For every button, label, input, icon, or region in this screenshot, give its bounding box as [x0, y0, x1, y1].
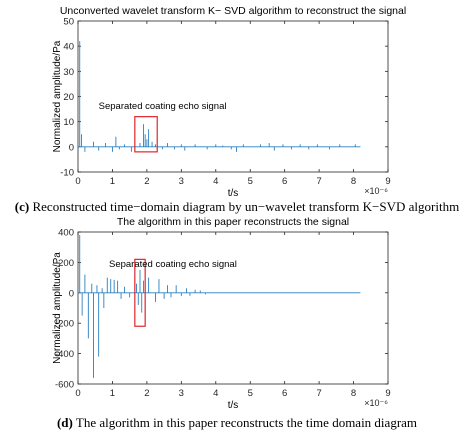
x-tick-label: 8 — [351, 388, 356, 399]
plot-area — [77, 20, 389, 173]
y-axis-label: Normalized amplitude/Pa — [52, 40, 63, 152]
y-tick-label: -10 — [60, 168, 74, 179]
y-tick-label: 400 — [58, 228, 74, 239]
x-tick-label: 4 — [213, 388, 218, 399]
x-axis-label: t/s — [228, 188, 239, 199]
x-tick-label: 1 — [110, 176, 115, 187]
y-tick-label: 0 — [69, 142, 74, 153]
x-axis-label: t/s — [228, 400, 239, 411]
x-tick-label: 5 — [248, 388, 253, 399]
y-tick-label: 0 — [69, 288, 74, 299]
y-axis-label: Normalized amplitude/Pa — [52, 252, 63, 364]
y-tick-label: 50 — [63, 17, 74, 28]
x-tick-label: 5 — [248, 176, 253, 187]
x-tick-label: 0 — [75, 388, 80, 399]
y-tick-label: -200 — [55, 319, 74, 330]
x-tick-label: 3 — [179, 176, 184, 187]
annotation-box — [134, 116, 158, 153]
caption-c-label: (c) — [14, 199, 30, 214]
y-tick-label: -600 — [55, 380, 74, 391]
x-tick-label: 3 — [179, 388, 184, 399]
y-tick-label: 30 — [63, 67, 74, 78]
annotation-label: Separated coating echo signal — [109, 259, 237, 270]
x-tick-label: 6 — [282, 388, 287, 399]
y-tick-label: -400 — [55, 349, 74, 360]
annotation-box — [134, 258, 146, 327]
chart-title: Unconverted wavelet transform K− SVD alg… — [60, 5, 406, 17]
x-tick-label: 2 — [144, 176, 149, 187]
caption-c-text: Reconstructed time−domain diagram by un−… — [32, 199, 460, 214]
x-tick-label: 1 — [110, 388, 115, 399]
x-tick-label: 7 — [316, 388, 321, 399]
x-tick-label: 6 — [282, 176, 287, 187]
y-tick-label: 200 — [58, 258, 74, 269]
x-tick-label: 2 — [144, 388, 149, 399]
x-multiplier: ×10⁻⁶ — [364, 398, 388, 408]
chart-d: The algorithm in this paper reconstructs… — [52, 216, 391, 411]
x-tick-label: 0 — [75, 176, 80, 187]
y-tick-label: 10 — [63, 117, 74, 128]
plot-area — [77, 231, 389, 385]
caption-d: (d) The algorithm in this paper reconstr… — [0, 415, 474, 431]
y-tick-label: 40 — [63, 42, 74, 53]
x-multiplier: ×10⁻⁶ — [364, 186, 388, 196]
chart-c: Unconverted wavelet transform K− SVD alg… — [52, 5, 406, 199]
caption-d-label: (d) — [56, 415, 73, 430]
annotation-label: Separated coating echo signal — [99, 101, 227, 112]
y-tick-label: 20 — [63, 92, 74, 103]
x-tick-label: 7 — [316, 176, 321, 187]
x-tick-label: 4 — [213, 176, 218, 187]
caption-d-text: The algorithm in this paper reconstructs… — [75, 415, 418, 430]
caption-c: (c) Reconstructed time−domain diagram by… — [0, 199, 474, 215]
x-tick-label: 9 — [385, 176, 390, 187]
x-tick-label: 8 — [351, 176, 356, 187]
x-tick-label: 9 — [385, 388, 390, 399]
chart-title: The algorithm in this paper reconstructs… — [117, 216, 349, 228]
